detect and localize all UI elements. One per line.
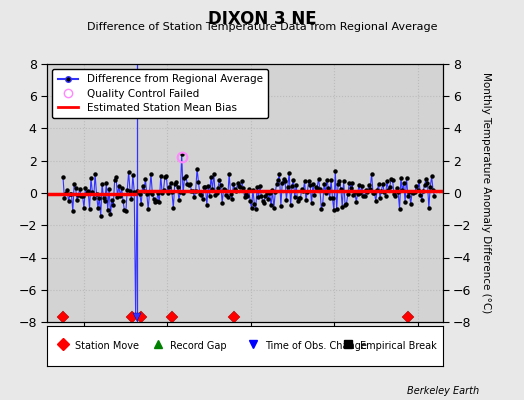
Legend: Difference from Regional Average, Quality Control Failed, Estimated Station Mean: Difference from Regional Average, Qualit… — [52, 69, 268, 118]
Text: Station Move: Station Move — [75, 341, 139, 351]
Text: Record Gap: Record Gap — [170, 341, 226, 351]
Text: Difference of Station Temperature Data from Regional Average: Difference of Station Temperature Data f… — [87, 22, 437, 32]
Y-axis label: Monthly Temperature Anomaly Difference (°C): Monthly Temperature Anomaly Difference (… — [481, 72, 491, 314]
Text: Empirical Break: Empirical Break — [359, 341, 436, 351]
Text: Time of Obs. Change: Time of Obs. Change — [265, 341, 367, 351]
Text: Berkeley Earth: Berkeley Earth — [407, 386, 479, 396]
Text: DIXON 3 NE: DIXON 3 NE — [208, 10, 316, 28]
